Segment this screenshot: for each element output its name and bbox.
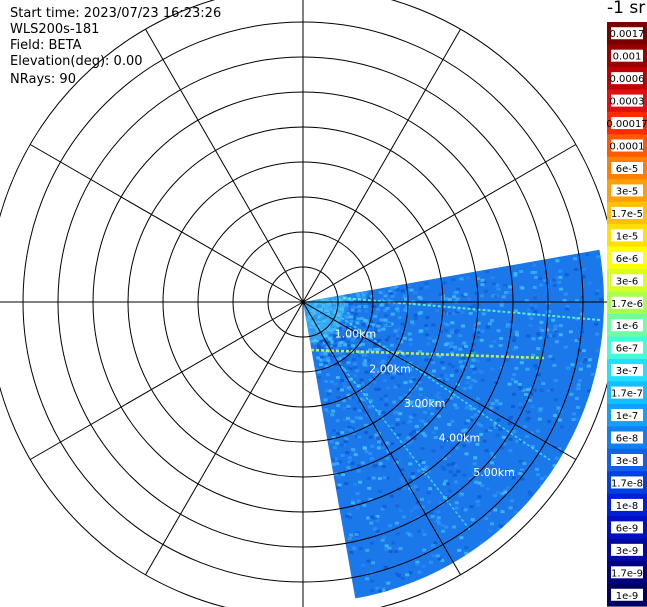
colorbar-label-bg	[611, 162, 643, 174]
colorbar-label-bg	[611, 341, 643, 354]
colorbar-label-bg	[611, 27, 643, 40]
colorbar-label: 0.00017	[606, 119, 647, 130]
colorbar-label-bg	[611, 498, 643, 511]
colorbar-label-bg	[611, 94, 643, 107]
azimuth-spoke	[29, 144, 304, 303]
colorbar-label: 1.7e-9	[611, 568, 643, 579]
colorbar-label-bg	[611, 296, 643, 309]
units-label: -1 sr	[607, 0, 646, 18]
colorbar-label: 6e-8	[616, 434, 639, 445]
colorbar-label: 3e-7	[616, 366, 639, 377]
azimuth-spoke	[302, 144, 577, 303]
beta-sector	[303, 249, 604, 599]
colorbar-label: 3e-5	[616, 186, 639, 197]
colorbar-label: 1.7e-5	[611, 209, 643, 220]
range-label: 5.00km	[473, 466, 515, 479]
colorbar-label: 0.001	[613, 52, 642, 63]
colorbar-label-bg	[611, 431, 643, 444]
colorbar-label: 1.7e-6	[611, 299, 643, 310]
colorbar-label: 3e-9	[616, 546, 639, 557]
colorbar-label-bg	[611, 229, 643, 242]
colorbar-label: 1.7e-7	[611, 389, 643, 400]
range-labels: 1.00km 2.00km 3.00km 4.00km 5.00km	[335, 328, 515, 480]
colorbar-label: 1e-6	[616, 321, 639, 332]
azimuth-spoke	[29, 301, 304, 460]
colorbar-label-bg	[611, 319, 643, 332]
colorbar-label-bg	[611, 49, 643, 62]
colorbar-label: 6e-6	[616, 254, 639, 265]
colorbar-label-bg	[611, 476, 643, 489]
colorbar-label-bg	[611, 409, 643, 422]
colorbar-label: 1e-9	[616, 591, 639, 602]
colorbar-label-bg	[611, 454, 643, 466]
azimuth-spoke	[302, 301, 461, 576]
colorbar-label: 1e-5	[616, 231, 639, 242]
colorbar-label-bg	[611, 566, 643, 579]
azimuth-spoke	[145, 28, 304, 303]
range-label: 4.00km	[439, 432, 481, 445]
colorbar-label: 0.0003	[610, 97, 645, 108]
range-label: 3.00km	[404, 397, 446, 410]
field-label: Field: BETA	[10, 38, 82, 53]
streak	[332, 311, 551, 461]
azimuth-spoke	[302, 301, 577, 460]
elevation-label: Elevation(deg): 0.00	[10, 54, 143, 69]
colorbar-label-bg	[611, 139, 643, 152]
colorbar-label: 6e-9	[616, 523, 639, 534]
colorbar-label-bg	[611, 364, 643, 377]
colorbar-label-bg	[611, 206, 643, 219]
colorbar-label: 0.0017	[610, 29, 645, 40]
azimuth-spoke	[145, 301, 304, 576]
colorbar-label: 1e-7	[616, 411, 639, 422]
colorbar-label-bg	[611, 72, 643, 85]
colorbar-label: 3e-8	[616, 456, 639, 467]
range-label: 2.00km	[369, 362, 411, 375]
colorbar-label: 3e-6	[616, 276, 639, 287]
instrument-label: WLS200s-181	[10, 22, 100, 37]
colorbar-label-bg	[611, 543, 643, 556]
colorbar-label: 1e-8	[616, 501, 639, 512]
colorbar-label-bg	[611, 184, 643, 197]
colorbar-label: 0.0006	[610, 74, 645, 85]
colorbar-label-bg	[611, 588, 643, 601]
colorbar: 0.0017 0.001 0.0006 0.0003 0.00017 0.0001 6e-5…	[606, 22, 647, 607]
sector-texture	[305, 253, 604, 593]
start-time-label: Start time: 2023/07/23 16:23:26	[10, 6, 222, 21]
colorbar-label: 6e-5	[616, 164, 639, 175]
colorbar-label-bg	[611, 386, 643, 399]
azimuth-spoke	[302, 28, 461, 303]
colorbar-label-bg	[611, 251, 643, 264]
nrays-label: NRays: 90	[10, 72, 76, 87]
colorbar-label: 6e-7	[616, 344, 639, 355]
colorbar-label-bg	[611, 521, 643, 534]
colorbar-label: 0.0001	[610, 142, 645, 153]
colorbar-label: 1.7e-8	[611, 478, 643, 489]
colorbar-label-bg	[611, 117, 643, 130]
colorbar-label-bg	[611, 274, 643, 287]
range-label: 1.00km	[335, 328, 377, 341]
